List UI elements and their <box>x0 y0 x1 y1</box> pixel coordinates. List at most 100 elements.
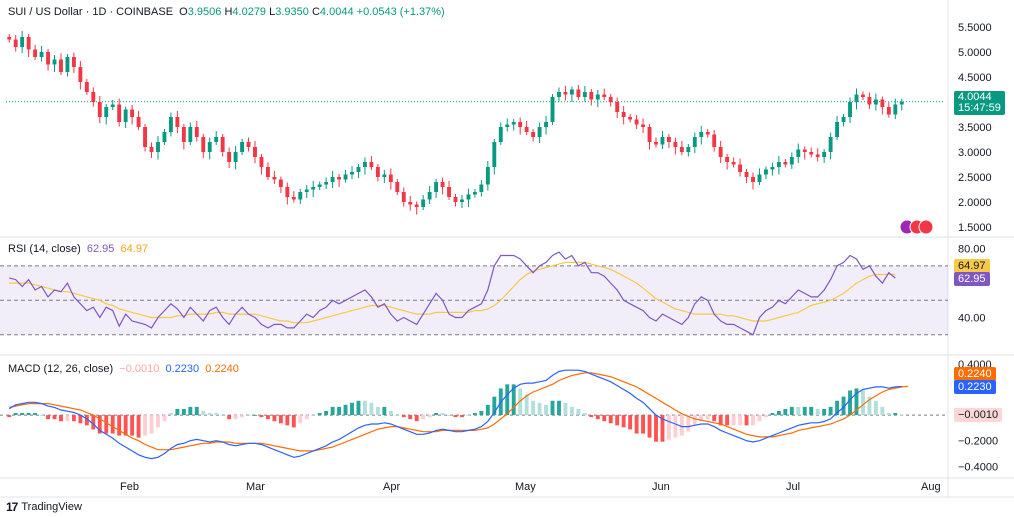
macd-hist-bar <box>796 406 801 416</box>
macd-hist-bar <box>569 406 574 416</box>
candle-body <box>65 57 70 72</box>
candle-body <box>39 52 44 57</box>
rsi-line <box>9 251 896 336</box>
event-icons[interactable] <box>899 219 934 235</box>
macd-legend[interactable]: MACD (12, 26, close) −0.0010 0.2230 0.22… <box>8 363 239 375</box>
candle-body <box>531 132 536 137</box>
candle-body <box>563 92 568 95</box>
macd-hist-bar <box>20 413 25 416</box>
brand-name: TradingView <box>21 501 82 513</box>
macd-hist-bar <box>13 413 18 416</box>
symbol-header: SUI / US Dollar · 1D · COINBASE O3.9506 … <box>8 6 445 18</box>
macd-hist-bar <box>576 408 581 416</box>
candle-body <box>265 167 270 177</box>
candle-body <box>718 147 723 157</box>
candle-body <box>873 99 878 105</box>
rsi-tag: 62.95 <box>954 272 990 286</box>
candle-body <box>466 194 471 200</box>
macd-hist-bar <box>104 415 109 434</box>
macd-hist-bar <box>375 406 380 416</box>
macd-hist-bar <box>789 406 794 416</box>
candle-body <box>505 124 510 127</box>
macd-hist-bar <box>660 415 665 442</box>
candle-body <box>880 99 885 107</box>
macd-hist-bar <box>893 413 898 416</box>
rsi-ma-line <box>9 261 896 324</box>
candle-body <box>363 162 367 167</box>
macd-hist-bar <box>253 415 257 416</box>
macd-hist-bar <box>447 415 451 416</box>
macd-hist-bar <box>388 410 393 416</box>
grid <box>0 0 1014 498</box>
macd-hist-bar <box>589 415 594 418</box>
candle-body <box>492 142 497 167</box>
candle-body <box>647 127 652 142</box>
candle-body <box>26 37 31 50</box>
macd-hist-bar <box>828 406 833 416</box>
candle-body <box>498 127 503 142</box>
candle-body <box>350 172 354 175</box>
candle-body <box>628 117 633 120</box>
macd-hist-bar <box>52 415 57 420</box>
macd-hist-bar <box>608 415 613 424</box>
candle-body <box>427 192 432 200</box>
macd-hist-bar <box>873 400 878 416</box>
macd-hist-bar <box>298 415 303 424</box>
candle-body <box>278 179 283 187</box>
candle-body <box>175 117 180 127</box>
candle-body <box>13 39 18 47</box>
rsi-legend[interactable]: RSI (14, close) 62.95 64.97 <box>8 243 148 255</box>
macd-hist-bar <box>472 413 477 416</box>
candle-body <box>408 202 413 205</box>
candle-body <box>149 147 154 152</box>
candle-body <box>550 97 555 122</box>
macd-hist-bar <box>899 414 904 416</box>
candle-body <box>123 109 128 122</box>
signal-value: 0.2240 <box>205 363 239 375</box>
macd-hist-bar <box>350 402 354 416</box>
macd-hist-bar <box>854 388 859 416</box>
time-axis-label: Feb <box>120 481 139 493</box>
candle-body <box>654 142 658 145</box>
macd-hist-bar <box>718 415 723 426</box>
signal-tag: 0.2240 <box>954 367 996 381</box>
macd-hist-bar <box>712 415 717 422</box>
macd-hist-value: −0.0010 <box>119 363 160 375</box>
macd-hist-bar <box>615 415 620 426</box>
candle-body <box>395 182 400 192</box>
candle-body <box>744 172 749 177</box>
candle-body <box>886 107 891 115</box>
candle-body <box>33 49 38 57</box>
candle-body <box>615 102 620 112</box>
candle-body <box>835 122 840 137</box>
macd-hist-bar <box>764 415 768 418</box>
macd-hist-bar <box>531 400 536 416</box>
candle-body <box>460 199 464 202</box>
macd-hist-bar <box>751 415 755 426</box>
footer[interactable]: 17 TradingView <box>6 500 82 514</box>
candle-body <box>725 157 730 162</box>
macd-hist-bar <box>511 384 516 416</box>
candle-body <box>854 94 859 102</box>
candle-body <box>421 199 426 207</box>
macd-hist-bar <box>861 390 865 416</box>
macd-hist-bar <box>647 415 652 438</box>
macd-hist-bar <box>220 415 225 416</box>
macd-hist-bar <box>246 415 251 416</box>
macd-hist-bar <box>757 415 762 422</box>
candle-body <box>789 157 794 165</box>
candle-body <box>181 127 186 142</box>
macd-hist-bar <box>770 413 775 416</box>
candle-body <box>595 94 600 100</box>
candle-body <box>867 97 872 105</box>
macd-hist-bar <box>686 415 691 432</box>
candle-body <box>194 127 199 137</box>
candle-body <box>20 37 25 47</box>
candle-body <box>673 142 678 147</box>
price-tag-countdown: 15:47:59 <box>958 102 1001 114</box>
candle-body <box>440 182 445 187</box>
symbol-title[interactable]: SUI / US Dollar · 1D · COINBASE <box>8 6 174 18</box>
candle-body <box>136 117 141 127</box>
macd-hist-bar <box>563 402 568 416</box>
candle-body <box>369 162 374 167</box>
